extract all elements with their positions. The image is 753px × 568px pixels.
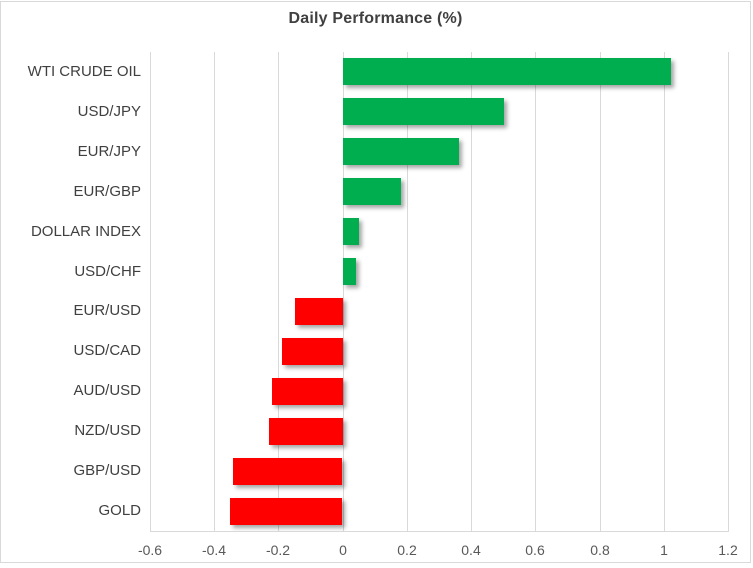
x-tick-label-0.6: 0.6 xyxy=(525,542,545,558)
bar-aud-usd xyxy=(272,378,343,405)
category-label-aud-usd: AUD/USD xyxy=(73,382,141,399)
bar-usd-chf xyxy=(343,258,356,285)
bar-usd-jpy xyxy=(343,98,504,125)
x-tick-label-1.2: 1.2 xyxy=(718,542,738,558)
x-tick-label-1: 1 xyxy=(660,542,668,558)
gridline-x--0.6 xyxy=(150,52,151,531)
category-label-nzd-usd: NZD/USD xyxy=(74,422,141,439)
bar-usd-cad xyxy=(282,338,343,365)
plot-area xyxy=(150,52,729,531)
x-tick-label-0.2: 0.2 xyxy=(397,542,417,558)
bar-eur-usd xyxy=(295,298,343,325)
bar-eur-jpy xyxy=(343,138,459,165)
category-label-eur-jpy: EUR/JPY xyxy=(77,143,141,160)
category-label-usd-chf: USD/CHF xyxy=(74,263,141,280)
bar-gbp-usd xyxy=(233,458,342,485)
bar-gold xyxy=(230,498,342,525)
chart-title: Daily Performance (%) xyxy=(288,10,463,27)
gridline-x-1.2 xyxy=(728,52,729,531)
category-label-usd-jpy: USD/JPY xyxy=(77,103,141,120)
bar-nzd-usd xyxy=(269,418,343,445)
x-tick-label--0.6: -0.6 xyxy=(137,542,163,558)
x-axis-line xyxy=(150,531,729,532)
category-label-dollar-index: DOLLAR INDEX xyxy=(30,223,141,240)
category-label-gbp-usd: GBP/USD xyxy=(73,462,141,479)
gridline-x--0.2 xyxy=(278,52,279,531)
bar-eur-gbp xyxy=(343,178,401,205)
x-tick-label--0.2: -0.2 xyxy=(265,542,291,558)
gridline-x-0.6 xyxy=(535,52,536,531)
category-label-eur-gbp: EUR/GBP xyxy=(73,183,141,200)
x-tick-label-0.4: 0.4 xyxy=(461,542,481,558)
category-label-wti-crude-oil: WTI CRUDE OIL xyxy=(27,63,141,80)
category-label-usd-cad: USD/CAD xyxy=(73,342,141,359)
x-tick-label--0.4: -0.4 xyxy=(201,542,227,558)
gridline-x--0.4 xyxy=(214,52,215,531)
gridline-x-0.4 xyxy=(471,52,472,531)
category-label-eur-usd: EUR/USD xyxy=(73,302,141,319)
gridline-x-0.8 xyxy=(600,52,601,531)
x-tick-label-0.8: 0.8 xyxy=(590,542,610,558)
bar-dollar-index xyxy=(343,218,359,245)
bar-wti-crude-oil xyxy=(343,58,671,85)
gridline-x-0.2 xyxy=(407,52,408,531)
x-tick-label-0: 0 xyxy=(339,542,347,558)
gridline-x-0 xyxy=(343,52,344,531)
gridline-x-1 xyxy=(664,52,665,531)
category-label-gold: GOLD xyxy=(98,502,141,519)
